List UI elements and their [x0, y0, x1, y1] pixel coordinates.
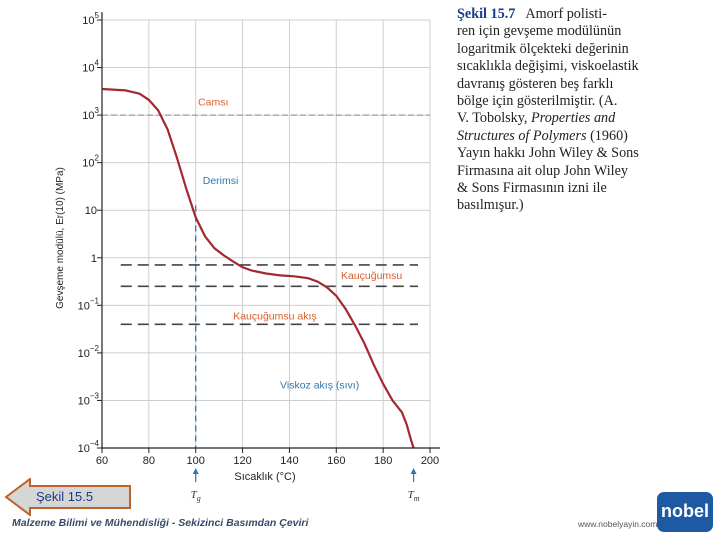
y-tick-label: 10−3 — [78, 391, 100, 407]
x-tick-label: 60 — [96, 455, 108, 467]
caption-line: bölge için gösterilmiştir. (A. — [457, 93, 618, 110]
publisher-logo: nobel — [657, 492, 713, 532]
caption-line: Yayın hakkı John Wiley & Sons — [457, 145, 639, 162]
marker-label: Tm — [408, 489, 420, 503]
caption-book-title: Properties and — [531, 110, 616, 127]
publisher-url[interactable]: www.nobelyayin.com — [578, 519, 658, 529]
chart-axes: 60 80 100 120 140 160 180 20010510410310210110−… — [78, 11, 440, 467]
back-button-label: Şekil 15.5 — [36, 489, 94, 504]
x-tick-label: 100 — [187, 455, 205, 467]
y-tick-label: 10−1 — [78, 296, 100, 312]
chart-grid — [101, 19, 431, 449]
back-arrow-icon — [4, 478, 131, 516]
y-tick-label: 1 — [91, 253, 97, 265]
caption-line: ren için gevşeme modülünün — [457, 23, 622, 40]
marker-arrowhead — [410, 468, 417, 474]
region-labels: Camsı Derimsi Kauçuğumsu Kauçuğumsu akış Vis… — [198, 97, 402, 392]
marker-label: Tg — [191, 489, 201, 503]
book-title: Malzeme Bilimi ve Mühendisliği - Sekizin… — [12, 517, 309, 529]
caption-line: basılmışur.) — [457, 197, 524, 214]
region-label: Kauçuğumsu akış — [233, 311, 316, 323]
marker-arrowhead — [192, 468, 199, 474]
y-tick-label: 10−2 — [78, 344, 100, 360]
reference-lines — [102, 114, 430, 448]
caption-line: davranış gösteren beş farklı — [457, 75, 614, 92]
y-axis-label: Gevşeme modülü, Er(10) (MPa) — [55, 167, 66, 309]
x-tick-label: 200 — [421, 455, 439, 467]
caption-line: Amorf polisti- — [525, 6, 607, 22]
caption-line: V. Tobolsky, — [457, 110, 532, 127]
y-tick-label: 102 — [82, 154, 99, 170]
region-label: Viskoz akış (sıvı) — [280, 380, 359, 392]
y-tick-label: 103 — [82, 106, 99, 122]
figure-label: Şekil 15.7 — [457, 6, 516, 22]
caption-line: (1960) — [586, 127, 628, 144]
caption-line: sıcaklıkla değişimi, viskoelastik — [457, 58, 639, 75]
x-tick-label: 140 — [280, 455, 298, 467]
caption-book-title: Structures of Polymers — [457, 127, 587, 144]
figure-caption: Şekil 15.7 Amorf polisti- ren için gevşem… — [457, 6, 715, 215]
footer: Malzeme Bilimi ve Mühendisliği - Sekizin… — [0, 513, 720, 540]
x-tick-label: 80 — [143, 455, 155, 467]
relaxation-modulus-chart: Camsı Derimsi Kauçuğumsu Kauçuğumsu akış Vis… — [55, 11, 440, 503]
x-tick-label: 180 — [374, 455, 392, 467]
caption-line: Firmasına ait olup John Wiley — [457, 162, 628, 179]
y-tick-label: 10 — [85, 205, 97, 217]
caption-line: logaritmik ölçekteki değerinin — [457, 40, 629, 57]
caption-line: & Sons Firmasının izni ile — [457, 180, 607, 197]
back-button[interactable]: Şekil 15.5 — [4, 478, 132, 516]
region-label: Camsı — [198, 97, 228, 109]
y-tick-label: 105 — [82, 11, 99, 27]
x-axis-label: Sıcaklık (°C) — [234, 471, 295, 483]
y-tick-label: 104 — [82, 59, 99, 75]
region-label: Derimsi — [203, 175, 239, 187]
x-tick-label: 120 — [233, 455, 251, 467]
region-label: Kauçuğumsu — [341, 270, 402, 282]
bottom-markers: Tg Tm — [191, 468, 420, 503]
x-tick-label: 160 — [327, 455, 345, 467]
series-line-relaxation-modulus — [101, 87, 415, 449]
y-tick-label: 10−4 — [78, 439, 100, 455]
